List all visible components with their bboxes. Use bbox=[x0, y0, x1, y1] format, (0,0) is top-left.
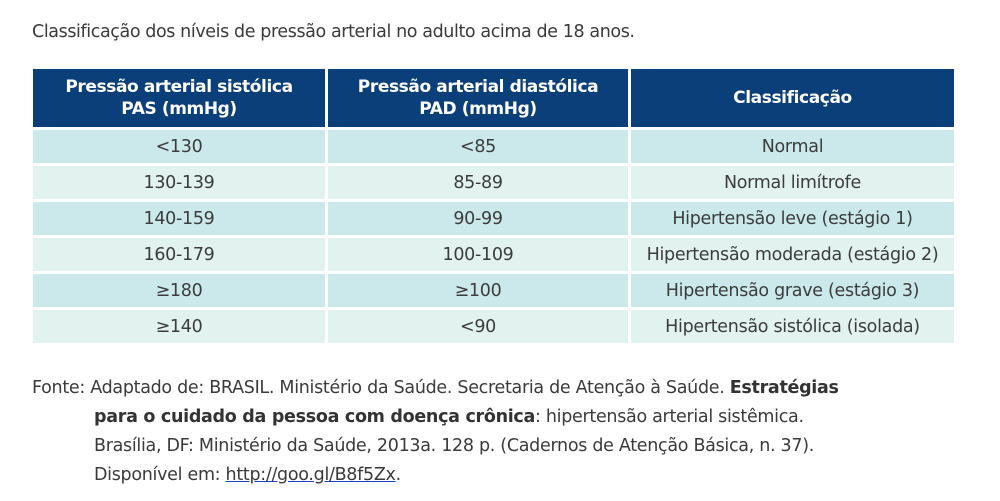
cell-pad: <90 bbox=[328, 310, 628, 343]
table-header-row: Pressão arterial sistólica PAS (mmHg) Pre… bbox=[33, 69, 954, 127]
source-subtitle: : hipertensão arterial sistêmica. bbox=[535, 407, 804, 427]
header-pad: Pressão arterial diastólica PAD (mmHg) bbox=[328, 69, 628, 127]
header-pad-line1: Pressão arterial diastólica bbox=[357, 77, 599, 97]
cell-pas: 130-139 bbox=[33, 166, 325, 199]
header-pas-line1: Pressão arterial sistólica bbox=[65, 77, 293, 97]
cell-pas: 140-159 bbox=[33, 202, 325, 235]
blood-pressure-table: Pressão arterial sistólica PAS (mmHg) Pre… bbox=[30, 66, 957, 346]
source-publisher: Brasília, DF: Ministério da Saúde, 2013a… bbox=[94, 436, 815, 456]
cell-pas: ≥140 bbox=[33, 310, 325, 343]
table-row: 140-159 90-99 Hipertensão leve (estágio 1) bbox=[33, 202, 954, 235]
cell-pad: 85-89 bbox=[328, 166, 628, 199]
table-row: 130-139 85-89 Normal limítrofe bbox=[33, 166, 954, 199]
source-link[interactable]: http://goo.gl/B8f5Zx bbox=[225, 465, 396, 485]
table-row: ≥180 ≥100 Hipertensão grave (estágio 3) bbox=[33, 274, 954, 307]
source-citation: Fonte: Adaptado de: BRASIL. Ministério d… bbox=[32, 374, 962, 490]
cell-pas: ≥180 bbox=[33, 274, 325, 307]
cell-classification: Normal limítrofe bbox=[631, 166, 954, 199]
source-title-part2: para o cuidado da pessoa com doença crôn… bbox=[94, 407, 536, 427]
source-prefix: Fonte: Adaptado de: BRASIL. Ministério d… bbox=[32, 378, 730, 398]
cell-pad: 100-109 bbox=[328, 238, 628, 271]
cell-pad: ≥100 bbox=[328, 274, 628, 307]
cell-classification: Hipertensão grave (estágio 3) bbox=[631, 274, 954, 307]
source-available-label: Disponível em: bbox=[94, 465, 226, 485]
table-row: ≥140 <90 Hipertensão sistólica (isolada) bbox=[33, 310, 954, 343]
header-pad-line2: PAD (mmHg) bbox=[419, 99, 537, 119]
cell-pas: 160-179 bbox=[33, 238, 325, 271]
cell-classification: Hipertensão sistólica (isolada) bbox=[631, 310, 954, 343]
cell-classification: Hipertensão moderada (estágio 2) bbox=[631, 238, 954, 271]
header-pas-line2: PAS (mmHg) bbox=[121, 99, 237, 119]
table-row: <130 <85 Normal bbox=[33, 130, 954, 163]
cell-classification: Hipertensão leve (estágio 1) bbox=[631, 202, 954, 235]
source-end: . bbox=[395, 465, 402, 485]
cell-pad: <85 bbox=[328, 130, 628, 163]
cell-pas: <130 bbox=[33, 130, 325, 163]
table-row: 160-179 100-109 Hipertensão moderada (está… bbox=[33, 238, 954, 271]
table-caption: Classificação dos níveis de pressão arte… bbox=[32, 22, 635, 42]
header-pas: Pressão arterial sistólica PAS (mmHg) bbox=[33, 69, 325, 127]
source-title-part1: Estratégias bbox=[729, 378, 839, 398]
cell-pad: 90-99 bbox=[328, 202, 628, 235]
header-classification: Classificação bbox=[631, 69, 954, 127]
cell-classification: Normal bbox=[631, 130, 954, 163]
